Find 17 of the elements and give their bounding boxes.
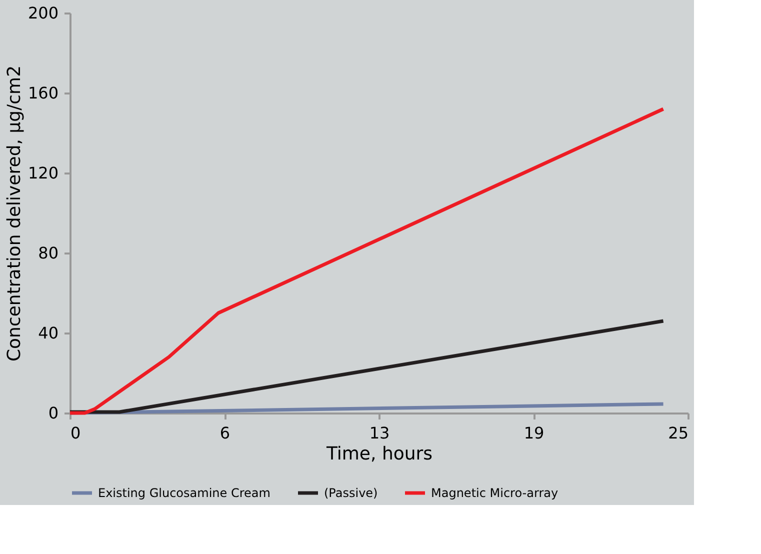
y-tick-label: 0: [48, 404, 58, 422]
y-tick-label: 200: [28, 4, 58, 22]
x-tick-label: 6: [220, 424, 230, 442]
x-tick-label: 19: [524, 424, 544, 442]
x-tick-label: 13: [369, 424, 390, 442]
y-tick-label: 80: [38, 244, 58, 262]
y-tick-label: 160: [28, 84, 58, 102]
line-series: [68, 107, 666, 415]
legend-label: (Passive): [324, 486, 378, 500]
y-tick-label: 40: [38, 324, 58, 342]
x-tick-label: 0: [70, 424, 81, 442]
x-axis-title: Time, hours: [325, 444, 433, 464]
legend-label: Existing Glucosamine Cream: [98, 486, 270, 500]
legend-label: Magnetic Micro-array: [431, 486, 558, 500]
x-tick-label: 25: [668, 424, 688, 442]
y-tick-label: 120: [28, 164, 58, 182]
y-axis-title: Concentration delivered, µg/cm2: [4, 65, 25, 362]
